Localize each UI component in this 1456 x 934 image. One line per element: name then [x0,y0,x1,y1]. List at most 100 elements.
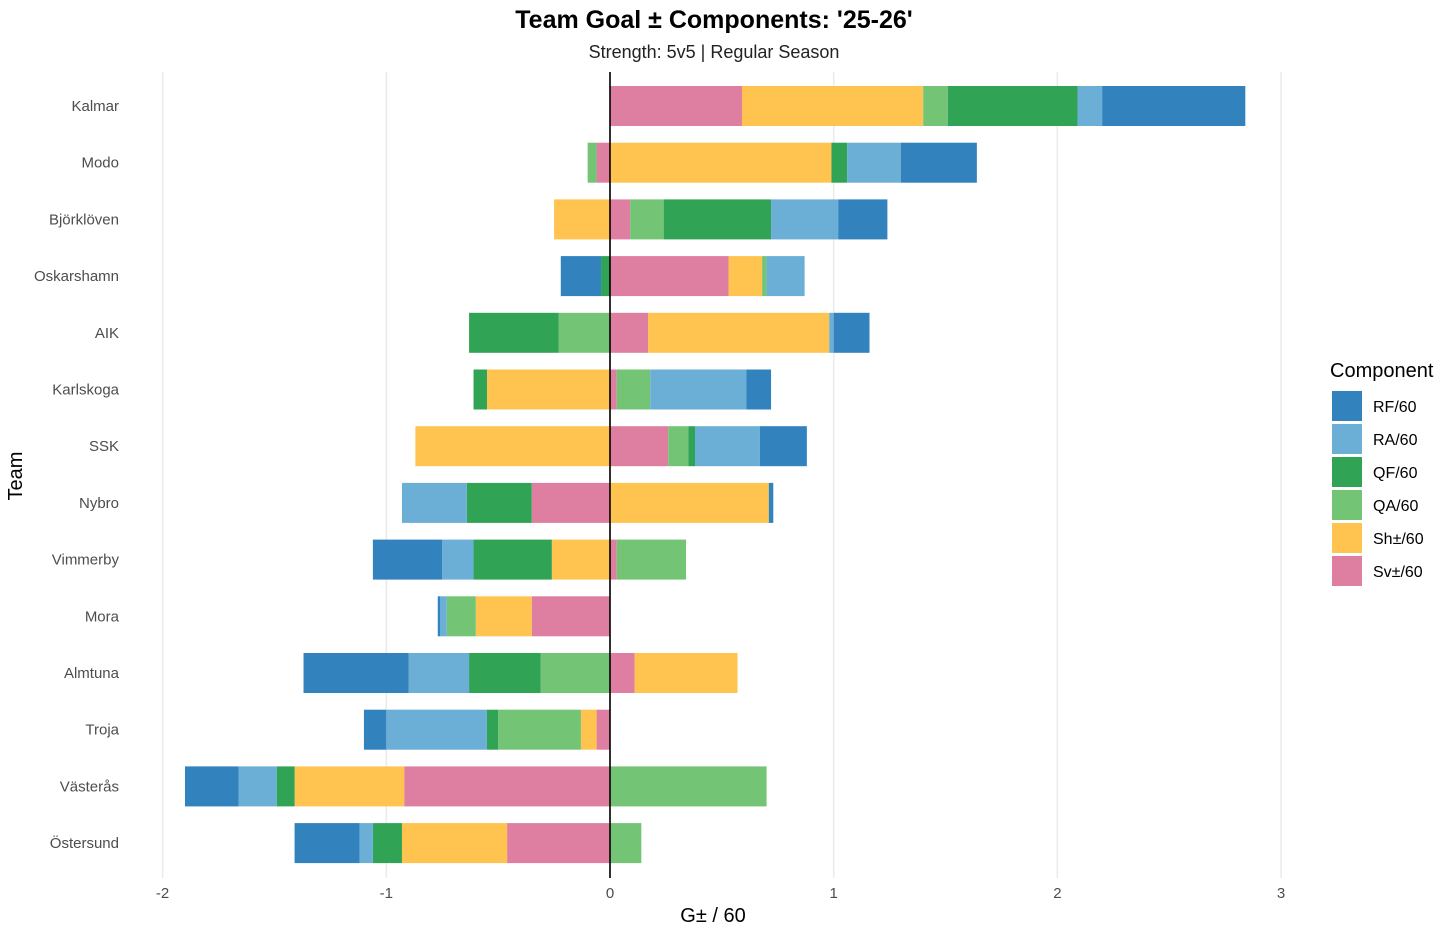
legend-label-sv-60: Sv±/60 [1373,564,1423,581]
bar-sh-60-3 [728,256,763,297]
bar-qf-60-8 [473,539,552,580]
chart-subtitle: Strength: 5v5 | Regular Season [589,42,840,62]
bar-sh-60-13 [401,823,508,864]
bar-qa-60-4 [558,312,610,353]
bar-rf-60-12 [184,766,239,807]
bar-qa-60-2 [630,199,664,240]
bar-sh-60-5 [486,369,610,410]
bar-qa-60-6 [668,426,689,467]
bar-rf-60-7 [768,482,774,523]
bar-sv-60-10 [610,653,635,693]
bar-qf-60-2 [663,199,772,240]
bar-sh-60-0 [741,86,924,126]
bar-sv-60-7 [531,482,610,523]
bar-rf-60-9 [437,596,440,637]
y-tick-label: Västerås [60,778,119,795]
bar-qf-60-10 [469,653,541,693]
bar-ra-60-12 [238,766,277,807]
bar-sh-60-7 [610,482,769,523]
bar-ra-60-13 [359,823,373,864]
legend-label-qf-60: QF/60 [1373,465,1418,482]
bar-ra-60-11 [386,709,487,750]
bar-rf-60-0 [1102,86,1246,126]
bar-qa-60-9 [446,596,476,637]
bar-sv-60-5 [610,369,617,410]
bar-ra-60-1 [847,142,901,183]
bar-ra-60-3 [766,256,805,297]
y-tick-label: Modo [81,155,119,172]
x-tick-label: 1 [830,885,838,902]
y-tick-label: Vimmerby [52,552,120,569]
y-tick-label: Kalmar [71,98,119,115]
bar-ra-60-7 [401,482,467,523]
bar-sv-60-1 [596,142,610,183]
bar-rf-60-2 [838,199,888,240]
legend-title: Component [1330,360,1434,382]
bar-ra-60-10 [408,653,470,693]
bar-ra-60-5 [650,369,747,410]
bar-rf-60-6 [759,426,807,467]
legend-swatch-qf-60 [1332,457,1362,487]
bar-ra-60-9 [439,596,447,637]
bar-sv-60-2 [610,199,631,240]
bar-sv-60-0 [610,86,742,126]
y-tick-label: Oskarshamn [34,268,119,285]
bar-rf-60-1 [900,142,977,183]
legend-swatch-qa-60 [1332,490,1362,520]
y-tick-label: Björklöven [49,211,119,228]
bar-sv-60-4 [610,312,649,353]
bar-qa-60-13 [610,823,642,864]
x-axis-label: G± / 60 [680,905,745,927]
bar-qa-60-3 [762,256,767,297]
bar-sh-60-4 [648,312,830,353]
bars [184,86,1246,864]
legend: Component RF/60 RA/60 QF/60 QA/60 Sh±/60 Sv±/… [1330,360,1434,586]
bar-sv-60-13 [507,823,610,864]
legend-label-ra-60: RA/60 [1373,432,1418,449]
bar-sh-60-1 [610,142,832,183]
x-tick-label: -1 [380,885,393,902]
legend-label-qa-60: QA/60 [1373,498,1418,515]
bar-qa-60-10 [540,653,610,693]
legend-swatch-sv-60 [1332,556,1362,586]
bar-sv-60-3 [610,256,729,297]
bar-qf-60-13 [372,823,402,864]
legend-swatch-rf-60 [1332,391,1362,421]
bar-sh-60-6 [415,426,610,467]
legend-label-rf-60: RF/60 [1373,399,1417,416]
bar-qa-60-5 [616,369,651,410]
bar-qf-60-1 [831,142,848,183]
bar-qa-60-11 [498,709,581,750]
bar-qf-60-7 [466,482,532,523]
bar-rf-60-11 [363,709,387,750]
bar-qa-60-1 [587,142,597,183]
bar-ra-60-8 [442,539,474,580]
y-tick-label: Nybro [79,495,119,512]
bar-qf-60-0 [947,86,1078,126]
y-axis-label: Team [5,452,27,501]
bar-sv-60-6 [610,426,669,467]
bar-rf-60-10 [303,653,409,693]
bar-qf-60-11 [486,709,499,750]
bar-sh-60-11 [580,709,597,750]
bar-qf-60-6 [688,426,696,467]
y-tick-label: Mora [85,608,120,625]
bar-sh-60-12 [294,766,405,807]
bar-sv-60-9 [531,596,610,637]
bar-rf-60-13 [294,823,360,864]
x-tick-label: 2 [1053,885,1061,902]
legend-swatch-ra-60 [1332,424,1362,454]
y-tick-label: Troja [85,722,119,739]
bar-qf-60-5 [473,369,487,410]
grid [161,72,1282,878]
y-tick-label: SSK [89,438,119,455]
bar-rf-60-4 [833,312,870,353]
x-tick-label: 3 [1277,885,1285,902]
bar-qa-60-0 [923,86,948,126]
bar-qf-60-3 [601,256,610,297]
bar-sh-60-10 [634,653,738,693]
bar-sv-60-8 [610,539,617,580]
x-tick-label: -2 [156,885,169,902]
y-tick-label: AIK [95,325,119,342]
